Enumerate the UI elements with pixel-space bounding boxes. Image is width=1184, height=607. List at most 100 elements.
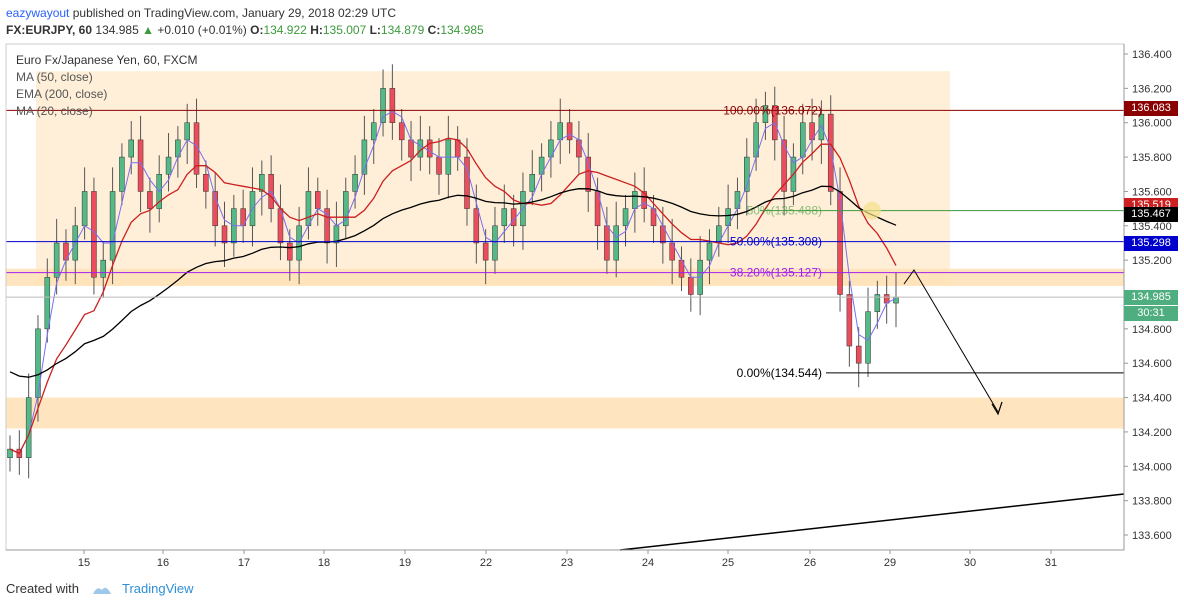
candle-body (203, 174, 209, 192)
candle-body (324, 208, 330, 244)
close-value: 134.985 (440, 23, 484, 37)
change-value: +0.010 (+0.01%) (157, 23, 247, 37)
x-tick-label: 24 (642, 557, 654, 569)
candle-body (436, 156, 442, 175)
y-tick-label: 133.800 (1132, 496, 1172, 508)
fib-label: 100.00%(136.072) (723, 103, 822, 117)
y-tick-label: 134.400 (1132, 393, 1172, 405)
candle-body (44, 277, 51, 330)
high-value: 135.007 (322, 23, 367, 37)
x-tick-label: 15 (78, 557, 90, 569)
candle-body (865, 311, 871, 364)
y-tick-label: 134.600 (1132, 358, 1172, 370)
y-tick-label: 135.400 (1132, 221, 1172, 233)
legend-title: Euro Fx/Japanese Yen, 60, FXCM (16, 53, 198, 67)
chart-legend: Euro Fx/Japanese Yen, 60, FXCM MA (50, c… (16, 52, 197, 120)
support-zone (6, 397, 1124, 429)
low-label: L: (369, 23, 381, 37)
candle-body (744, 156, 750, 192)
fib-label: 38.20%(135.127) (730, 266, 822, 280)
x-tick-label: 30 (964, 557, 976, 569)
x-tick-label: 23 (561, 557, 573, 569)
candle-body (380, 88, 386, 123)
indicator-lines (9, 110, 897, 455)
candle-body (454, 139, 461, 158)
high-label: H: (310, 23, 323, 37)
ohlc-bar: FX:EURJPY, 60 134.985 ▲ +0.010 (+0.01%) … (6, 21, 484, 39)
close-label: C: (427, 23, 441, 37)
fib-label: 0.00%(134.544) (737, 366, 822, 380)
candle-body (529, 174, 536, 192)
price-tag: 30:31 (1124, 306, 1178, 322)
fib-partial-label: 50%(135.488) (747, 204, 822, 218)
symbol-label: FX:EURJPY, 60 (6, 23, 93, 37)
candle-body (464, 156, 470, 209)
candle-body (622, 208, 629, 227)
candle-body (846, 294, 853, 347)
candle-body (315, 191, 321, 209)
ma20-line (9, 137, 897, 455)
tradingview-link[interactable]: TradingView (122, 581, 194, 596)
candle-body (781, 139, 787, 192)
candle-body (632, 191, 638, 209)
x-tick-label: 18 (318, 557, 330, 569)
candle-body (734, 191, 741, 209)
candle-body (837, 191, 843, 295)
y-tick-label: 134.000 (1132, 461, 1172, 473)
highlight-marker (863, 201, 881, 220)
candle-body (389, 88, 396, 123)
candle-body (408, 139, 414, 158)
ema200-line (9, 185, 897, 378)
candle-body (827, 113, 834, 192)
ma50-line (9, 110, 897, 455)
tradingview-logo-icon (92, 587, 111, 594)
up-arrow-icon: ▲ (142, 23, 155, 37)
chart-header: eazywayout published on TradingView.com,… (6, 4, 396, 22)
footer: Created with TradingView (6, 580, 194, 598)
candle-body (566, 122, 573, 141)
candle-body (352, 174, 358, 192)
support-resistance-zones (6, 71, 1124, 429)
y-tick-label: 135.600 (1132, 186, 1172, 198)
candle-body (259, 174, 265, 192)
legend-ma20[interactable]: MA (20, close) (16, 104, 93, 118)
candle-body (212, 191, 218, 227)
price-tag: 135.467 (1124, 207, 1178, 223)
candle-body (53, 242, 60, 278)
candle-body (762, 105, 769, 123)
published-text: published on TradingView.com, January 29… (72, 6, 397, 20)
open-value: 134.922 (263, 23, 307, 37)
fib-label: 50.00%(135.308) (730, 235, 822, 249)
x-tick-label: 16 (157, 557, 169, 569)
candle-body (641, 191, 647, 209)
low-value: 134.879 (380, 23, 425, 37)
candle-body (706, 242, 713, 261)
author-link[interactable]: eazywayout (6, 6, 70, 20)
candle-body (184, 122, 190, 141)
candle-body (613, 225, 619, 261)
y-tick-label: 135.800 (1132, 152, 1172, 164)
candle-body (818, 113, 825, 141)
last-price: 134.985 (95, 23, 139, 37)
candle-body (799, 122, 806, 158)
candlesticks (7, 64, 899, 479)
x-tick-label: 17 (238, 557, 250, 569)
candle-body (35, 328, 41, 398)
y-tick-label: 136.200 (1132, 83, 1172, 95)
candle-body (576, 139, 582, 158)
trend-drawings (619, 269, 1125, 551)
x-tick-label: 22 (480, 557, 492, 569)
candle-body (137, 139, 144, 192)
candle-body (501, 208, 508, 227)
candle-body (119, 156, 125, 192)
candle-body (81, 191, 88, 227)
legend-ma50[interactable]: MA (50, close) (16, 70, 93, 84)
candle-body (147, 191, 153, 209)
candle-body (557, 122, 564, 141)
legend-ema200[interactable]: EMA (200, close) (16, 87, 108, 101)
y-tick-label: 136.000 (1132, 118, 1172, 130)
x-tick-label: 26 (804, 557, 816, 569)
x-tick-label: 19 (399, 557, 411, 569)
y-tick-label: 134.200 (1132, 427, 1172, 439)
